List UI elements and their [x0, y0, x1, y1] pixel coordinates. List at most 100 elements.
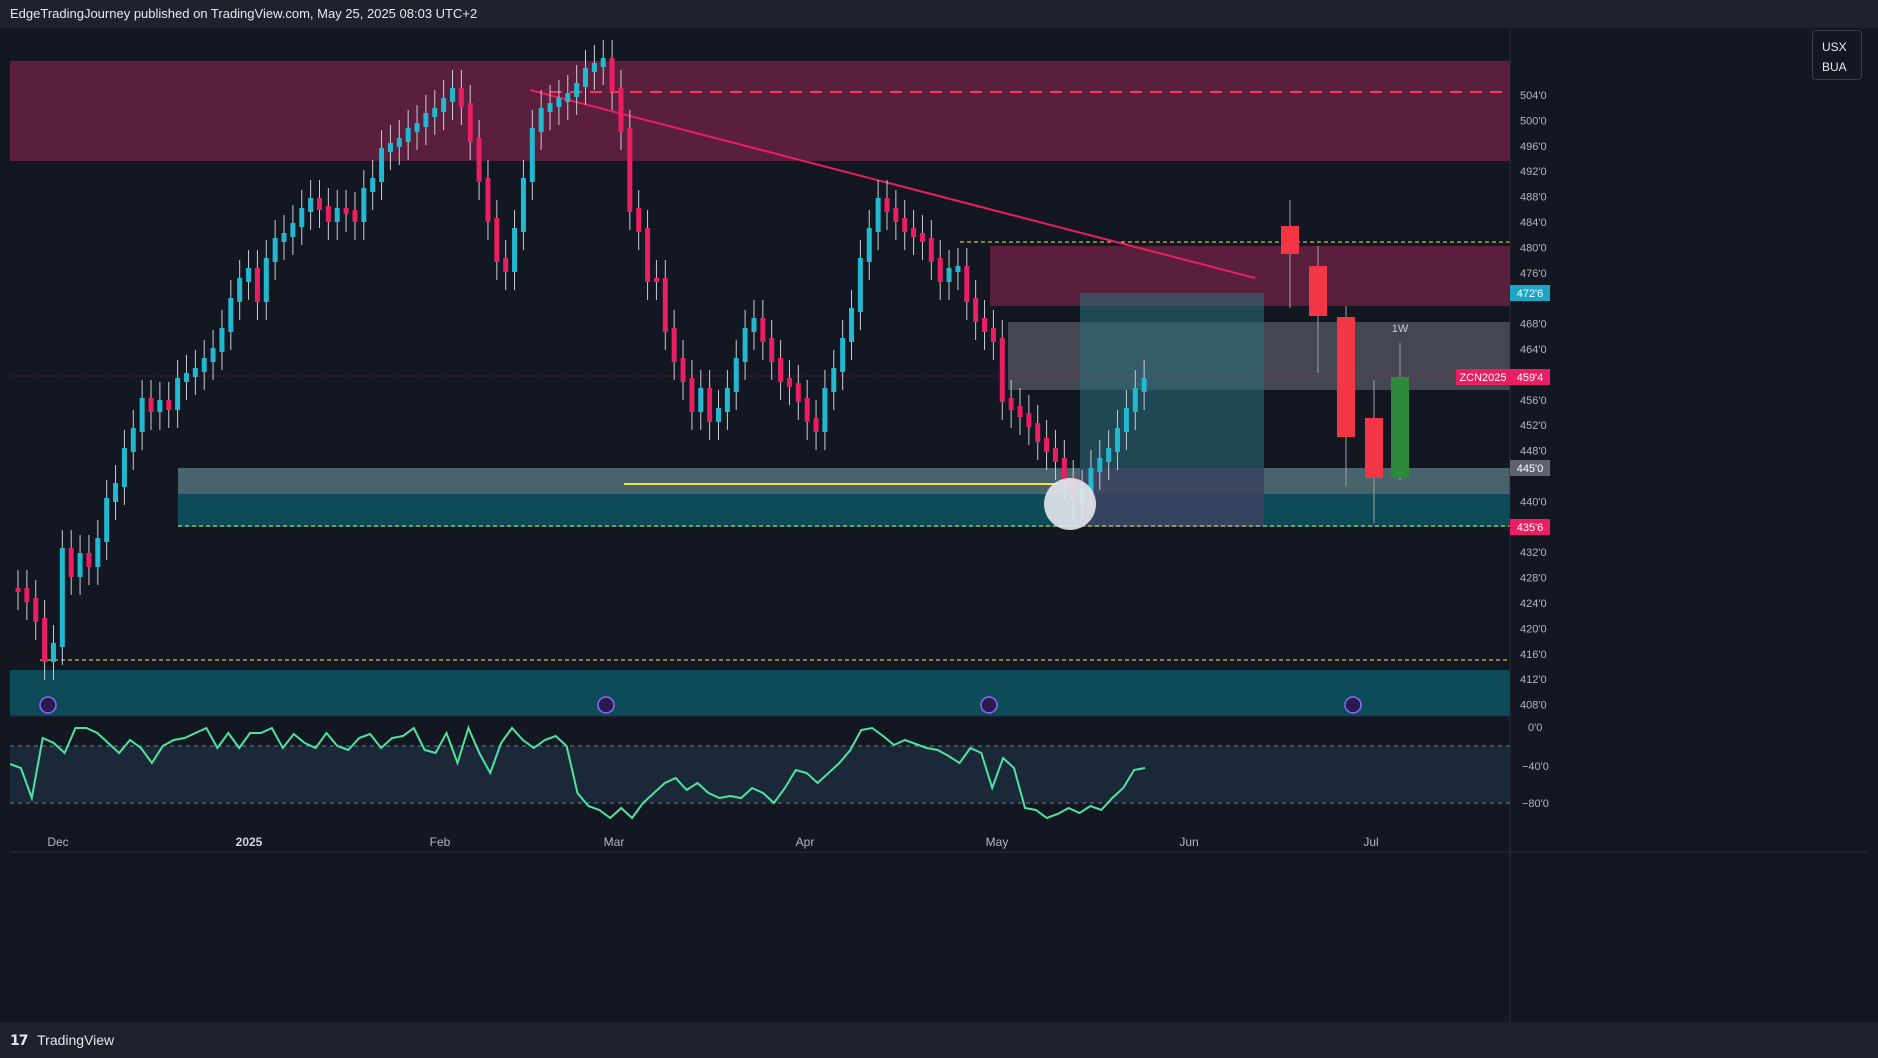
candle-body — [990, 328, 996, 342]
event-markers — [39, 696, 1362, 714]
candle-body — [1052, 448, 1058, 462]
candle-body — [201, 358, 207, 372]
candle-body — [494, 218, 500, 262]
symbol-box[interactable]: USX BUA — [1812, 30, 1862, 80]
time-axis[interactable]: Dec 2025 Feb Mar Apr May Jun Jul — [47, 835, 1378, 849]
price-tick: 492'0 — [1520, 166, 1547, 178]
candle-body — [272, 238, 278, 262]
price-axis[interactable]: 504'0 500'0 496'0 492'0 488'0 484'0 480'0 476'0… — [1520, 90, 1547, 712]
candle-body — [449, 88, 455, 102]
candle-body — [166, 400, 172, 410]
candle-body — [334, 208, 340, 222]
candle-body — [911, 228, 917, 237]
candle-body — [485, 178, 491, 222]
candle-body — [210, 348, 216, 362]
candle-body — [804, 398, 810, 422]
demand-zone-bottom — [10, 670, 1510, 716]
candle-body — [795, 383, 801, 402]
price-tick: 452'0 — [1520, 420, 1547, 432]
candle-body — [1115, 428, 1121, 452]
candle-body — [583, 68, 588, 87]
price-tag-4594: 459'4 — [1510, 369, 1550, 385]
candle-body — [618, 88, 624, 132]
candle-body — [529, 128, 535, 182]
candle-body — [964, 266, 970, 302]
trendline[interactable] — [529, 89, 1256, 279]
candle-body — [1141, 378, 1147, 392]
candle-body — [689, 378, 695, 412]
candle-body — [113, 483, 119, 502]
candle-body — [671, 328, 677, 362]
publish-header: EdgeTradingJourney published on TradingV… — [0, 0, 1878, 28]
oscillator-band — [10, 746, 1510, 803]
candle-body — [503, 258, 509, 272]
candle-body — [263, 258, 269, 302]
tradingview-logo-icon[interactable]: 𝟭𝟳 — [10, 1032, 29, 1048]
candle-body — [902, 218, 908, 232]
candle-body — [893, 208, 899, 222]
candle-body — [157, 400, 163, 412]
candle-body — [760, 318, 766, 342]
risk-box — [1080, 468, 1264, 527]
candle-body — [955, 266, 961, 272]
price-tick: 488'0 — [1520, 192, 1547, 204]
candle-body — [148, 398, 154, 412]
candle-body — [609, 58, 615, 92]
candle-body — [512, 228, 518, 272]
price-tag-4726-text: 472'6 — [1517, 288, 1544, 300]
price-tick: 468'0 — [1520, 319, 1547, 331]
candle-body — [121, 448, 127, 487]
price-chart[interactable]: 1W 504'0 500'0 496'0 492'0 488'0 484'0 480'0 47… — [9, 28, 1868, 1022]
candle-body — [414, 123, 420, 132]
candle-body — [813, 418, 819, 432]
time-label-jun: Jun — [1179, 835, 1198, 849]
price-tick: 456'0 — [1520, 395, 1547, 407]
footer-brand[interactable]: TradingView — [37, 1032, 115, 1048]
price-tag-4450-text: 445'0 — [1517, 463, 1544, 475]
candle-body — [742, 328, 748, 362]
price-tick: 464'0 — [1520, 344, 1547, 356]
weekly-candle-4 — [1365, 418, 1383, 478]
event-marker-icon[interactable] — [1344, 696, 1362, 714]
candle-body — [866, 228, 872, 262]
osc-tick-40: −40'0 — [1522, 761, 1549, 773]
chart-frame[interactable]: 1W 504'0 500'0 496'0 492'0 488'0 484'0 480'0 47… — [9, 28, 1868, 1022]
time-label-feb: Feb — [430, 835, 451, 849]
event-marker-icon[interactable] — [597, 696, 615, 714]
price-tick: 412'0 — [1520, 674, 1547, 686]
candle-body — [299, 208, 305, 227]
candle-body — [520, 178, 526, 232]
candle-body — [396, 138, 402, 147]
candle-body — [591, 63, 597, 72]
price-tick: 480'0 — [1520, 242, 1547, 254]
candle-body — [254, 268, 260, 302]
event-marker-icon[interactable] — [39, 696, 57, 714]
footer-bar: 𝟭𝟳 TradingView — [0, 1022, 1878, 1058]
candle-body — [1061, 458, 1067, 482]
candle-body — [982, 318, 988, 332]
oscillator-line — [9, 725, 1146, 820]
candle-body — [86, 553, 92, 567]
candle-body — [928, 238, 934, 262]
candle-body — [999, 338, 1005, 402]
price-tick: 476'0 — [1520, 268, 1547, 280]
event-marker-icon[interactable] — [980, 696, 998, 714]
candle-body — [547, 103, 553, 112]
candle-body — [476, 138, 482, 182]
candle-body — [636, 208, 642, 232]
price-tick: 496'0 — [1520, 141, 1547, 153]
weekly-label: 1W — [1392, 323, 1409, 335]
candle-body — [175, 378, 181, 410]
candle-body — [1026, 413, 1032, 427]
candle-body — [574, 83, 580, 97]
candle-body — [281, 233, 287, 242]
candle-body — [857, 258, 863, 312]
candle-body — [228, 298, 234, 332]
candle-body — [77, 553, 83, 577]
candle-body — [653, 278, 659, 282]
price-tag-4594-text: 459'4 — [1517, 372, 1544, 384]
candle-body — [379, 148, 385, 182]
candle-body — [600, 58, 606, 67]
candle-body — [467, 103, 473, 142]
candle-body — [237, 278, 243, 302]
